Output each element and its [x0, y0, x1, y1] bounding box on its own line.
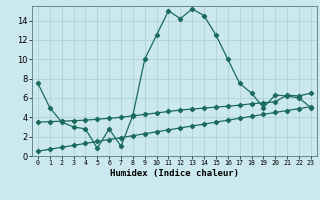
X-axis label: Humidex (Indice chaleur): Humidex (Indice chaleur)	[110, 169, 239, 178]
